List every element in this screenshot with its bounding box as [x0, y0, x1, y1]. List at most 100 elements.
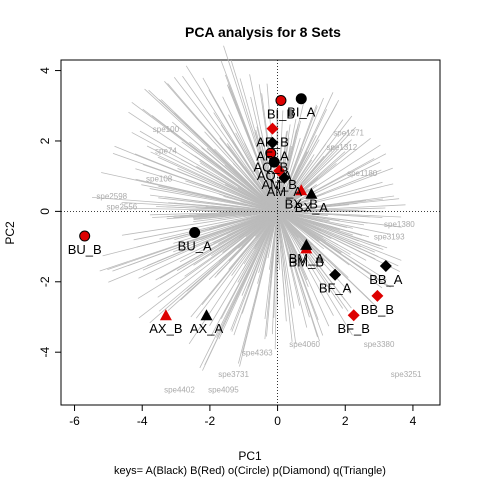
- loading-arrow: [121, 210, 278, 236]
- loading-label: spe74: [155, 146, 177, 155]
- point-label-BM_A: BM_A: [289, 251, 325, 266]
- y-axis-label: PC2: [3, 221, 17, 245]
- reference-lines: [61, 60, 440, 405]
- loading-arrow: [133, 210, 278, 241]
- loading-arrow: [142, 164, 278, 212]
- point-BF_A: [329, 268, 342, 281]
- loading-arrow: [277, 211, 323, 261]
- loading-label: spe100: [153, 125, 180, 134]
- point-BM_A: [300, 238, 313, 250]
- loading-arrow: [277, 202, 305, 212]
- loading-arrow: [277, 167, 393, 212]
- point-BU_A: [189, 227, 201, 238]
- loading-arrow: [277, 211, 323, 240]
- loading-arrow: [277, 211, 352, 309]
- loading-arrow: [277, 211, 297, 345]
- loading-arrow: [189, 141, 278, 212]
- chart-title: PCA analysis for 8 Sets: [185, 24, 341, 40]
- loading-arrow: [228, 114, 278, 212]
- loading-arrow: [277, 115, 353, 212]
- loading-arrow: [99, 210, 278, 272]
- loading-arrow: [277, 174, 353, 212]
- point-label-BU_A: BU_A: [178, 239, 212, 254]
- loading-arrow: [101, 172, 278, 212]
- point-AX_A: [200, 309, 213, 321]
- loading-arrow: [277, 204, 406, 212]
- point-AM_A: [278, 171, 291, 184]
- sample-points: [79, 93, 392, 322]
- loading-arrow: [209, 211, 278, 326]
- loading-arrow: [149, 210, 278, 216]
- loading-arrow: [277, 210, 383, 218]
- loading-arrow: [139, 130, 278, 212]
- loading-arrow: [277, 211, 312, 246]
- loading-arrow: [277, 137, 371, 212]
- point-label-AF_A: AF_A: [256, 149, 289, 164]
- loading-arrow: [199, 162, 278, 212]
- loading-arrow: [155, 211, 278, 281]
- y-tick-label: 2: [38, 137, 52, 144]
- y-tick-label: -2: [38, 276, 52, 287]
- loading-label: spe4363: [242, 349, 273, 358]
- x-tick-label: -2: [205, 414, 216, 428]
- loading-arrow: [277, 211, 280, 270]
- loading-arrow: [275, 211, 278, 273]
- loading-arrow: [193, 211, 278, 266]
- point-label-AF_B: AF_B: [256, 135, 289, 150]
- loading-arrow: [157, 156, 278, 212]
- loading-arrow: [230, 211, 278, 331]
- loading-arrow: [135, 168, 278, 212]
- point-BF_B: [347, 309, 360, 322]
- loading-arrow: [224, 164, 278, 212]
- loading-labels: spe100 spe74 spe108 spe2598 spe2556 spe1271 sp…: [96, 125, 422, 395]
- loading-arrow: [277, 138, 301, 212]
- loading-arrow: [227, 146, 278, 212]
- point-BI_A: [295, 93, 307, 105]
- point-label-BI_B: BI_B: [267, 106, 295, 121]
- x-tick-label: 0: [274, 414, 281, 428]
- loading-arrow: [181, 141, 278, 212]
- x-axis-ticks: -6 -4 -2 0 2 4: [69, 405, 417, 428]
- loading-arrow: [219, 210, 278, 227]
- loading-arrow: [167, 211, 278, 311]
- loading-arrow: [277, 211, 321, 234]
- loading-arrow: [239, 211, 278, 251]
- loading-arrow: [277, 106, 318, 212]
- point-BI_B: [275, 94, 287, 106]
- y-axis-ticks: -4 -2 0 2 4: [38, 67, 61, 358]
- loading-arrow: [128, 111, 278, 212]
- point-BB_B: [371, 289, 384, 302]
- point-label-BU_B: BU_B: [68, 242, 102, 257]
- loading-arrow: [144, 88, 278, 212]
- loading-arrow: [277, 211, 334, 316]
- point-AX_B: [159, 309, 172, 321]
- loading-arrow: [277, 110, 284, 212]
- loading-arrow: [277, 198, 383, 212]
- point-label-BF_A: BF_A: [319, 281, 352, 296]
- point-AF_B: [266, 122, 279, 135]
- loading-arrow: [222, 96, 278, 212]
- point-label-AM_B: AM_B: [262, 177, 297, 192]
- loading-arrow: [277, 155, 325, 212]
- point-BB_A: [379, 259, 392, 272]
- loading-arrow: [277, 151, 308, 212]
- loading-arrow: [277, 100, 339, 212]
- loading-arrow: [277, 154, 315, 212]
- loading-arrow: [182, 75, 278, 212]
- loading-arrow: [243, 211, 278, 265]
- loading-arrow: [245, 179, 278, 212]
- y-tick-label: 4: [38, 67, 52, 74]
- loading-label: spe1271: [333, 129, 364, 138]
- loading-arrow: [241, 211, 278, 314]
- point-label-AX_A: AX_A: [190, 321, 224, 336]
- x-axis-label: PC1: [238, 449, 262, 463]
- loading-arrow: [277, 211, 376, 306]
- loading-arrow: [277, 211, 402, 261]
- chart-subtitle: keys= A(Black) B(Red) o(Circle) p(Diamon…: [114, 465, 386, 477]
- loading-arrow: [277, 129, 297, 212]
- loading-arrow: [92, 196, 278, 212]
- loading-arrow: [270, 211, 278, 276]
- loading-arrow: [277, 211, 359, 242]
- loading-label: spe108: [146, 174, 173, 183]
- loading-label: spe1312: [327, 143, 358, 152]
